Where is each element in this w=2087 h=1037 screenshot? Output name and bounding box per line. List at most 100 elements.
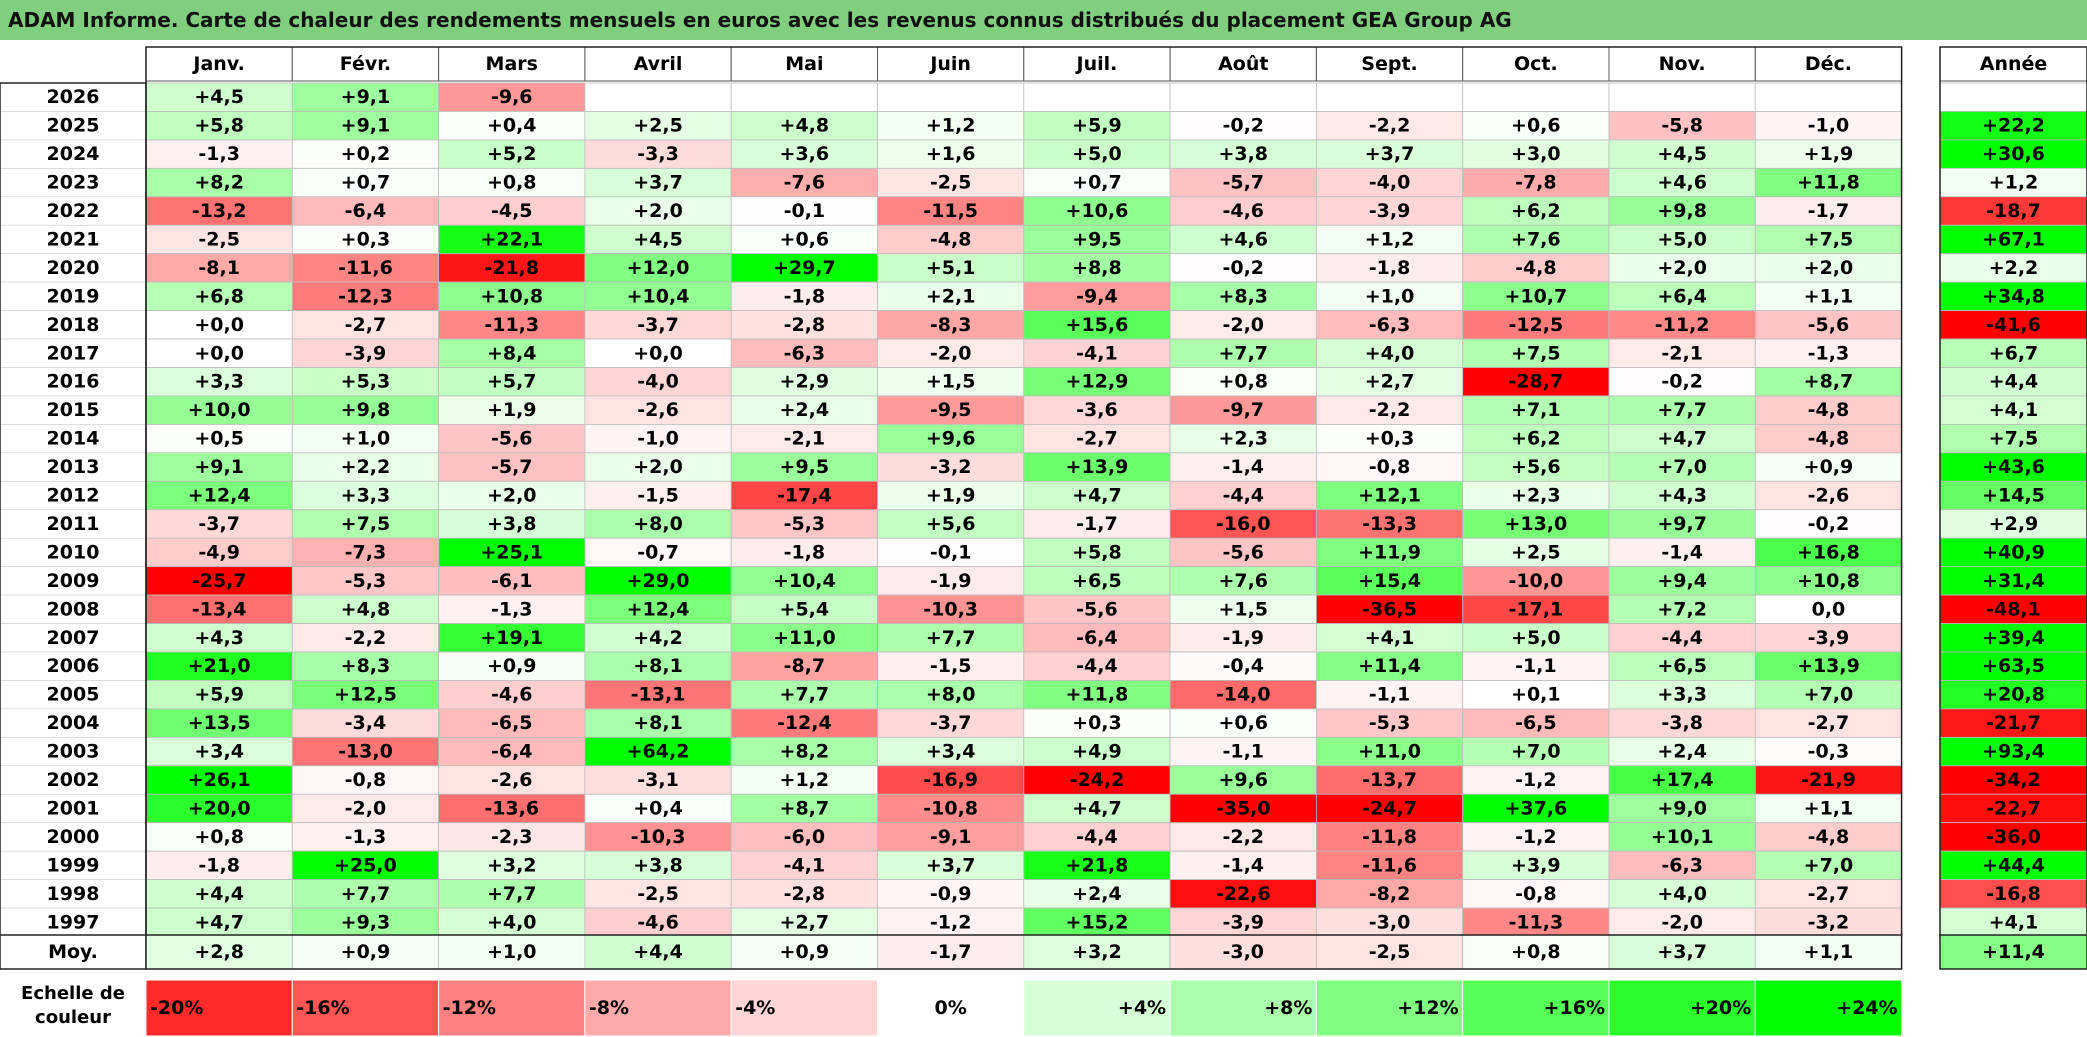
row-label-cell <box>0 196 147 226</box>
cell-value: +37,6 <box>1504 797 1567 819</box>
heatmap-cell <box>877 765 1025 795</box>
year-total-value: +22,2 <box>1982 115 2045 137</box>
heatmap-cell <box>1462 395 1610 425</box>
heatmap-cell <box>438 537 586 568</box>
cell-value: +5,7 <box>487 371 537 393</box>
heatmap-cell <box>1462 736 1610 767</box>
heatmap-cell <box>584 736 732 767</box>
cell-value: -3,2 <box>1808 911 1850 933</box>
average-cell <box>1462 934 1610 970</box>
heatmap-cell <box>1462 708 1610 738</box>
heatmap-cell <box>1023 708 1171 738</box>
heatmap-cell <box>584 139 732 169</box>
cell-value: +0,6 <box>1511 115 1561 137</box>
cell-value: -0,3 <box>1808 741 1850 763</box>
year-total-value: -22,7 <box>1986 797 2041 819</box>
heatmap-cell <box>1023 82 1171 112</box>
cell-value: -0,8 <box>1515 883 1557 905</box>
average-value: -1,7 <box>930 941 972 963</box>
cell-value: -9,7 <box>1222 399 1264 421</box>
heatmap-cell <box>145 281 293 311</box>
row-year-label: 2008 <box>47 598 100 620</box>
month-header-1: Janv. <box>191 53 244 75</box>
heatmap-cell <box>1169 708 1317 738</box>
heatmap-cell <box>145 793 293 824</box>
cell-value: +10,8 <box>480 285 543 307</box>
cell-value: +4,4 <box>194 883 244 905</box>
heatmap-cell <box>584 338 732 368</box>
heatmap-cell <box>1462 879 1610 909</box>
scale-swatch <box>1169 979 1317 1037</box>
heatmap-cell <box>584 281 732 311</box>
cell-value: +9,0 <box>1657 797 1707 819</box>
heatmap-cell <box>1608 765 1756 795</box>
heatmap-cell <box>438 566 586 596</box>
heatmap-cell <box>1316 338 1464 368</box>
heatmap-cell <box>877 111 1025 141</box>
cell-value: -2,8 <box>784 883 826 905</box>
cell-value: +0,9 <box>1804 456 1854 478</box>
cell-value: +4,7 <box>1657 428 1707 450</box>
cell-value: +9,8 <box>341 399 391 421</box>
heatmap-cell <box>291 822 439 852</box>
cell-value: +9,1 <box>341 115 391 137</box>
row-label-cell <box>0 338 147 368</box>
heatmap-cell <box>438 82 586 112</box>
cell-value: -11,5 <box>923 200 978 222</box>
heatmap-cell <box>584 167 732 198</box>
heatmap-cell <box>291 566 439 596</box>
heatmap-cell <box>1754 509 1903 539</box>
cell-value: +0,4 <box>633 797 683 819</box>
heatmap-cell <box>584 509 732 539</box>
cell-value: -4,8 <box>1808 399 1850 421</box>
cell-value: +2,0 <box>1804 257 1854 279</box>
year-total-value: +20,8 <box>1982 684 2045 706</box>
heatmap-cell <box>1608 310 1756 340</box>
cell-value: +13,9 <box>1066 456 1129 478</box>
heatmap-cell <box>730 509 878 539</box>
heatmap-cell <box>1023 793 1171 824</box>
heatmap-cell <box>438 879 586 909</box>
cell-value: -7,8 <box>1515 172 1557 194</box>
cell-value: +1,0 <box>1365 285 1415 307</box>
heatmap-cell <box>730 736 878 767</box>
cell-value: -2,5 <box>930 172 972 194</box>
cell-value: -0,1 <box>930 541 972 563</box>
scale-label: +12% <box>1397 997 1458 1019</box>
cell-value: -2,1 <box>1661 342 1703 364</box>
cell-value: +13,9 <box>1797 655 1860 677</box>
heatmap-cell <box>1754 196 1903 226</box>
heatmap-cell <box>291 708 439 738</box>
cell-value: +6,4 <box>1657 285 1707 307</box>
cell-value: -36,5 <box>1362 598 1417 620</box>
heatmap-cell <box>584 367 732 397</box>
heatmap-cell <box>1462 537 1610 568</box>
heatmap-cell <box>1462 111 1610 141</box>
heatmap-cell <box>1169 82 1317 112</box>
row-year-label: 2005 <box>47 684 100 706</box>
cell-value: -1,4 <box>1222 456 1264 478</box>
heatmap-cell <box>1462 651 1610 681</box>
heatmap-cell <box>1169 452 1317 482</box>
heatmap-cell <box>1169 651 1317 681</box>
cell-value: -4,6 <box>1222 200 1264 222</box>
cell-value: +5,6 <box>926 513 976 535</box>
cell-value: +12,1 <box>1358 485 1421 507</box>
report-title: ADAM Informe. Carte de chaleur des rende… <box>8 8 1512 32</box>
cell-value: +0,3 <box>1365 428 1415 450</box>
cell-value: -9,6 <box>491 86 533 108</box>
cell-value: -5,3 <box>345 570 387 592</box>
cell-value: +2,3 <box>1511 485 1561 507</box>
cell-value: -11,3 <box>1508 911 1563 933</box>
heatmap-cell <box>1608 111 1756 141</box>
row-year-label: 2002 <box>47 769 100 791</box>
cell-value: -35,0 <box>1216 797 1271 819</box>
heatmap-cell <box>1023 736 1171 767</box>
cell-value: -1,9 <box>930 570 972 592</box>
row-year-label: 2022 <box>47 200 100 222</box>
cell-value: -2,2 <box>1222 826 1264 848</box>
heatmap-cell <box>1023 850 1171 881</box>
year-total-value: +67,1 <box>1982 228 2045 250</box>
cell-value: +7,0 <box>1657 456 1707 478</box>
heatmap-cell <box>1316 793 1464 824</box>
